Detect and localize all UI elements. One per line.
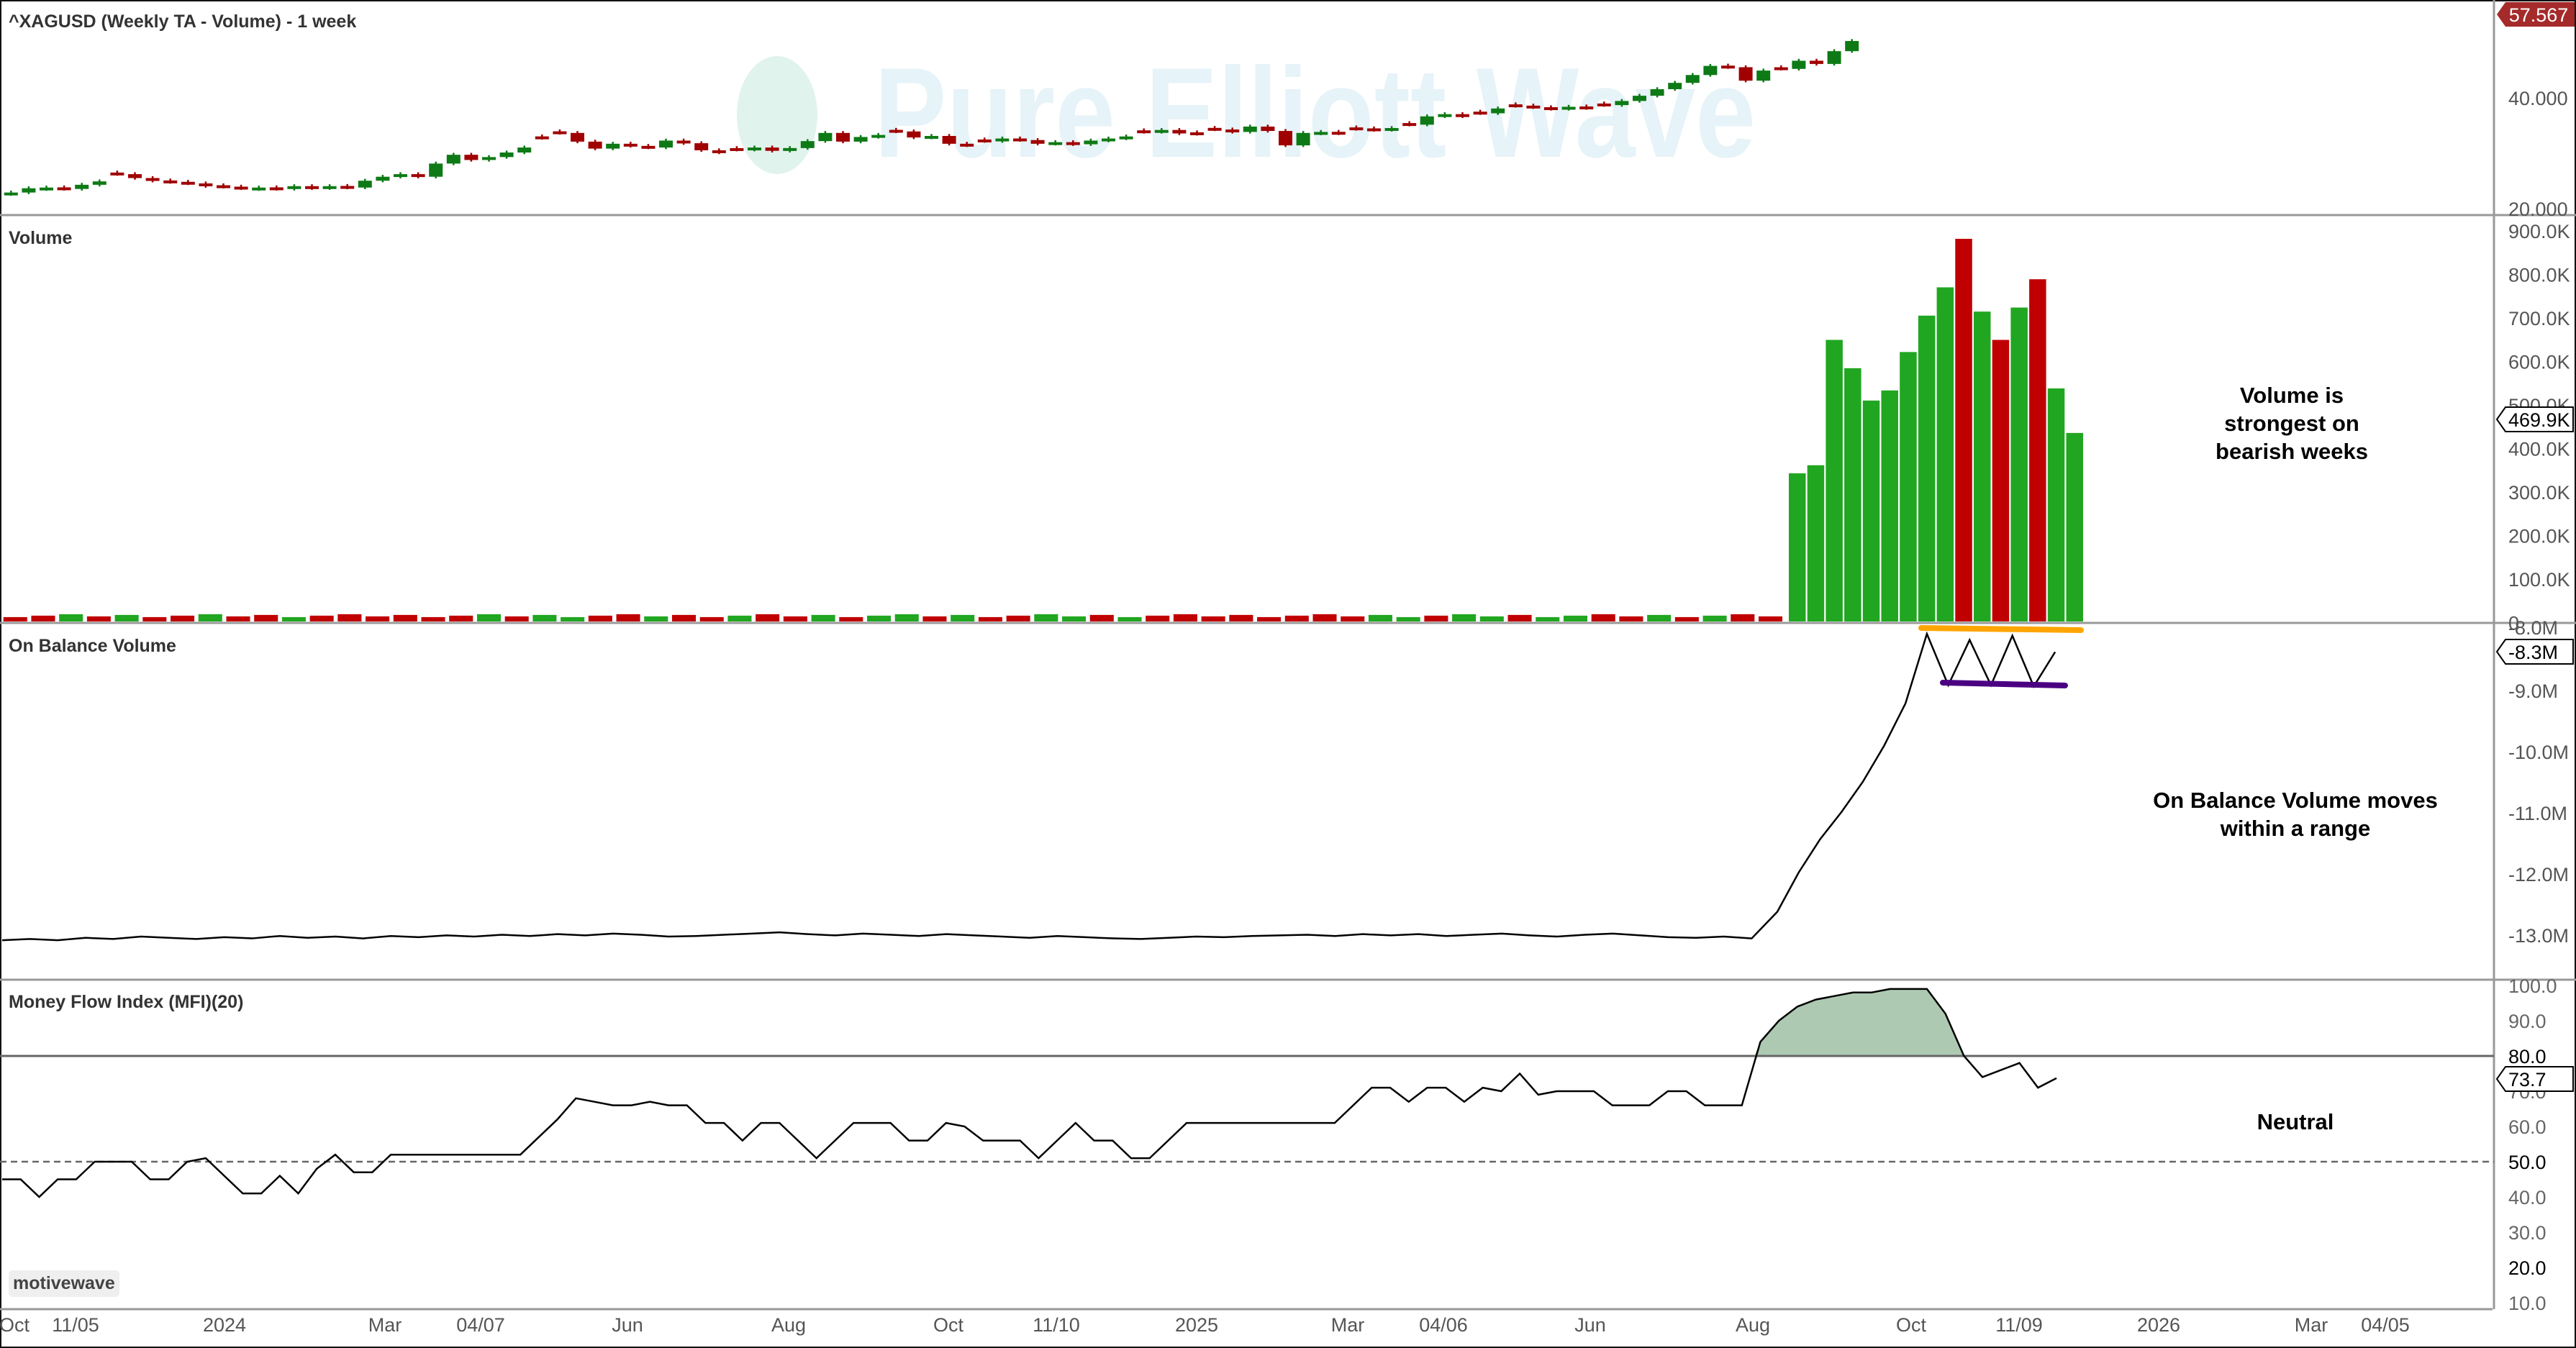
annotation-line: Volume is: [2239, 383, 2344, 408]
y-axis-labels: 40.00020.000900.0K800.0K700.0K600.0K500.…: [2495, 88, 2574, 1314]
last-price-tag: [2497, 2, 2575, 27]
svg-text:-10.0M: -10.0M: [2508, 742, 2569, 763]
svg-text:-9.0M: -9.0M: [2508, 680, 2558, 702]
svg-text:2025: 2025: [1175, 1314, 1218, 1336]
svg-text:90.0: 90.0: [2508, 1011, 2546, 1032]
svg-text:100.0: 100.0: [2508, 975, 2557, 997]
svg-text:-8.0M: -8.0M: [2508, 617, 2558, 639]
svg-text:700.0K: 700.0K: [2508, 308, 2570, 329]
svg-text:100.0K: 100.0K: [2508, 569, 2570, 591]
svg-text:40.000: 40.000: [2508, 88, 2568, 109]
watermark: Pure Elliott Wave: [737, 41, 1756, 184]
mfi-line: [0, 988, 2494, 1198]
x-axis-labels: Oct 11/05 2024 Mar 04/07 Jun Aug Oct 11/10 2025 Ma…: [0, 1314, 2410, 1336]
svg-text:Aug: Aug: [771, 1314, 806, 1336]
mfi-pane-title: Money Flow Index (MFI)(20): [9, 992, 244, 1012]
svg-text:Jun: Jun: [612, 1314, 643, 1336]
svg-text:Mar: Mar: [2295, 1314, 2328, 1336]
svg-text:300.0K: 300.0K: [2508, 482, 2570, 504]
svg-text:20.0: 20.0: [2508, 1257, 2546, 1279]
annotation-line: bearish weeks: [2216, 439, 2368, 464]
volume-annotation: Volume is strongest on bearish weeks: [2180, 381, 2403, 465]
svg-text:Mar: Mar: [368, 1314, 402, 1336]
pane-separators: [0, 0, 2576, 1311]
svg-text:400.0K: 400.0K: [2508, 439, 2570, 460]
obv-resistance-line: [1918, 625, 2084, 633]
obv-support-line: [1940, 680, 2068, 688]
svg-text:60.0: 60.0: [2508, 1116, 2546, 1138]
svg-text:-13.0M: -13.0M: [2508, 925, 2569, 947]
motivewave-badge: motivewave: [9, 1270, 119, 1297]
svg-text:04/07: 04/07: [456, 1314, 505, 1336]
svg-text:80.0: 80.0: [2508, 1046, 2546, 1067]
annotation-line: Neutral: [2257, 1109, 2334, 1134]
svg-text:11/09: 11/09: [1995, 1314, 2043, 1336]
watermark-text: Pure Elliott Wave: [874, 41, 1756, 184]
price-candles: 57.567: [4, 2, 2575, 196]
svg-text:800.0K: 800.0K: [2508, 265, 2570, 286]
svg-text:11/05: 11/05: [52, 1314, 99, 1336]
svg-text:2024: 2024: [203, 1314, 246, 1336]
svg-text:73.7: 73.7: [2508, 1069, 2546, 1090]
volume-pane-title: Volume: [9, 228, 73, 248]
obv-pane-title: On Balance Volume: [9, 636, 176, 656]
obv-line: [1, 625, 2084, 942]
svg-text:50.0: 50.0: [2508, 1152, 2546, 1173]
svg-text:-8.3M: -8.3M: [2508, 642, 2558, 663]
obv-annotation: On Balance Volume moves within a range: [2130, 786, 2461, 842]
svg-text:-12.0M: -12.0M: [2508, 864, 2569, 885]
annotation-line: strongest on: [2224, 411, 2359, 436]
volume-bars: [3, 239, 2083, 621]
svg-text:10.0: 10.0: [2508, 1293, 2546, 1314]
svg-text:200.0K: 200.0K: [2508, 526, 2570, 547]
svg-text:40.0: 40.0: [2508, 1187, 2546, 1208]
svg-text:04/05: 04/05: [2361, 1314, 2410, 1336]
svg-text:20.000: 20.000: [2508, 199, 2568, 220]
mfi-annotation: Neutral: [2202, 1108, 2389, 1136]
svg-text:-11.0M: -11.0M: [2508, 803, 2567, 824]
mfi-overbought-fill: [1754, 988, 1970, 1056]
svg-text:469.9K: 469.9K: [2508, 409, 2570, 431]
svg-text:Aug: Aug: [1736, 1314, 1770, 1336]
svg-text:30.0: 30.0: [2508, 1222, 2546, 1244]
svg-text:Jun: Jun: [1574, 1314, 1606, 1336]
svg-text:Mar: Mar: [1331, 1314, 1365, 1336]
svg-text:900.0K: 900.0K: [2508, 221, 2570, 242]
svg-text:Oct: Oct: [1896, 1314, 1927, 1336]
svg-text:57.567: 57.567: [2509, 4, 2569, 26]
svg-text:Oct: Oct: [0, 1314, 30, 1336]
annotation-line: within a range: [2220, 816, 2371, 841]
svg-text:2026: 2026: [2137, 1314, 2180, 1336]
svg-text:04/06: 04/06: [1419, 1314, 1468, 1336]
price-pane-title: ^XAGUSD (Weekly TA - Volume) - 1 week: [9, 12, 357, 32]
watermark-logo-icon: [737, 56, 817, 174]
svg-text:0: 0: [2508, 613, 2519, 634]
svg-text:600.0K: 600.0K: [2508, 352, 2570, 373]
svg-text:Oct: Oct: [933, 1314, 964, 1336]
annotation-line: On Balance Volume moves: [2153, 788, 2438, 813]
svg-text:11/10: 11/10: [1033, 1314, 1080, 1336]
